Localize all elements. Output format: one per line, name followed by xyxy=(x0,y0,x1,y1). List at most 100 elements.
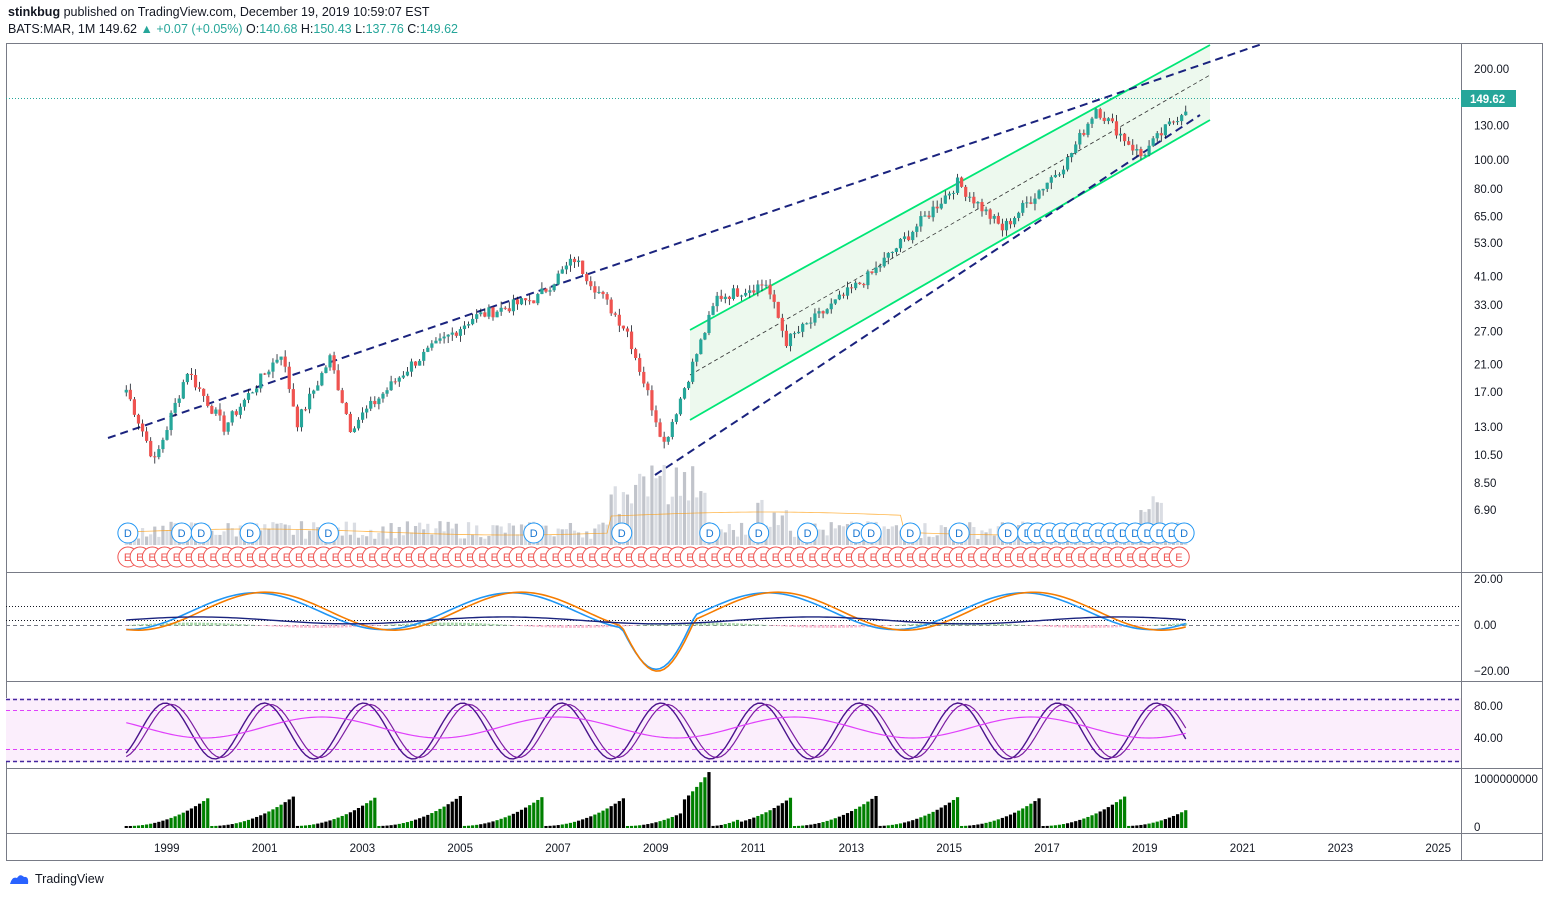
candle-body xyxy=(593,286,597,293)
obv-bar xyxy=(923,815,927,828)
time-axis[interactable]: 1999 2001 2003 2005 2007 2009 2011 2013 2015 2017… xyxy=(154,843,1451,855)
obv-bar xyxy=(898,823,903,828)
obv-bar xyxy=(552,825,556,828)
obv-bar xyxy=(1118,799,1123,828)
volume-bar xyxy=(165,530,169,545)
price-tick-label: 21.00 xyxy=(1474,359,1503,371)
obv-bar xyxy=(128,825,132,828)
obv-bar xyxy=(890,824,894,828)
candle-body xyxy=(409,361,414,372)
volume-bar xyxy=(479,537,483,545)
obv-bar xyxy=(1114,802,1119,828)
obv-bar xyxy=(409,820,414,828)
volume-bar xyxy=(287,525,291,545)
candle-body xyxy=(666,436,670,442)
volume-bar xyxy=(744,534,748,545)
obv-bar xyxy=(813,823,817,828)
candle-body xyxy=(250,392,255,394)
candle-body xyxy=(426,347,430,352)
candle-body xyxy=(768,284,772,295)
obv-bar xyxy=(1000,817,1004,828)
obv-bar xyxy=(581,819,585,828)
price-tick-label: 53.00 xyxy=(1474,238,1503,250)
volume-bar xyxy=(560,529,564,545)
macd-tick-label: −20.00 xyxy=(1474,666,1510,678)
time-tick-label: 2023 xyxy=(1328,843,1354,855)
volume-bar xyxy=(931,537,935,545)
obv-bar xyxy=(748,819,752,828)
candle-body xyxy=(544,288,548,292)
symbol-label[interactable]: BATS:MAR, 1M xyxy=(8,22,96,36)
price-tick-label: 130.00 xyxy=(1474,121,1509,133)
last-price-badge xyxy=(1461,90,1516,107)
candle-body xyxy=(1123,133,1127,142)
brand-label: TradingView xyxy=(35,872,104,886)
candle-body xyxy=(536,294,540,304)
obv-bar xyxy=(519,809,524,828)
obv-bar xyxy=(642,824,646,828)
obv-bar xyxy=(458,796,462,828)
macd-histogram-bar xyxy=(593,625,597,628)
candle-body xyxy=(687,381,691,389)
earnings-label: E xyxy=(258,552,265,564)
macd-histogram-bar xyxy=(275,625,279,627)
volume-bar xyxy=(699,491,703,545)
chart-frame[interactable] xyxy=(6,43,1543,861)
volume-bar xyxy=(735,536,740,545)
earnings-label: E xyxy=(613,552,620,564)
obv-bar xyxy=(1151,822,1155,828)
candle-body xyxy=(177,398,181,403)
obv-bar xyxy=(361,805,365,828)
macd-histogram-bar xyxy=(1037,625,1041,627)
obv-bar xyxy=(772,808,776,828)
obv-bar xyxy=(1171,815,1176,828)
candle-body xyxy=(246,393,251,400)
earnings-label: E xyxy=(833,552,840,564)
publish-text: published on TradingView.com, December 1… xyxy=(63,5,430,19)
price-axis[interactable]: 200.00160.00130.00100.0080.0065.0053.004… xyxy=(1474,64,1538,834)
volume-bar xyxy=(646,496,650,545)
obv-bar xyxy=(230,824,234,828)
candle-body xyxy=(1147,145,1151,155)
macd-histogram-bar xyxy=(719,622,723,626)
candle-body xyxy=(625,328,630,332)
obv-bar xyxy=(202,801,206,828)
candle-body xyxy=(1176,121,1180,123)
candle-body xyxy=(788,333,793,347)
macd-histogram-bar xyxy=(548,625,552,628)
candle-body xyxy=(377,398,381,405)
earnings-label: E xyxy=(711,552,718,564)
macd-histogram-bar xyxy=(829,625,833,628)
candle-body xyxy=(1074,144,1078,154)
volume-bar xyxy=(968,522,972,545)
macd-histogram-bar xyxy=(471,623,475,626)
dividend-circle xyxy=(948,522,970,544)
dividend-label: D xyxy=(1033,528,1041,540)
volume-bar xyxy=(426,523,430,545)
macd-histogram-bar xyxy=(707,622,711,626)
dividend-label: D xyxy=(1168,528,1176,540)
earnings-label: E xyxy=(356,552,363,564)
volume-bar xyxy=(295,529,299,545)
obv-bar xyxy=(756,815,760,828)
obv-bar xyxy=(169,817,173,828)
macd-histogram-bar xyxy=(332,625,336,628)
candle-body xyxy=(739,295,744,297)
candle-body xyxy=(1070,153,1074,158)
obv-bar xyxy=(1041,825,1045,828)
obv-bar xyxy=(625,825,630,828)
author-name[interactable]: stinkbug xyxy=(8,5,61,19)
tradingview-footer[interactable]: TradingView xyxy=(8,872,104,886)
volume-bar xyxy=(136,538,141,545)
candlesticks xyxy=(124,105,1188,464)
obv-bar xyxy=(784,800,788,828)
obv-bar xyxy=(1176,814,1180,828)
dividend-label: D xyxy=(1131,528,1139,540)
candle-body xyxy=(519,298,524,305)
volume-bar xyxy=(837,525,841,545)
obv-bar xyxy=(792,825,797,828)
macd-histogram-bar xyxy=(507,624,511,626)
candle-body xyxy=(189,373,194,375)
